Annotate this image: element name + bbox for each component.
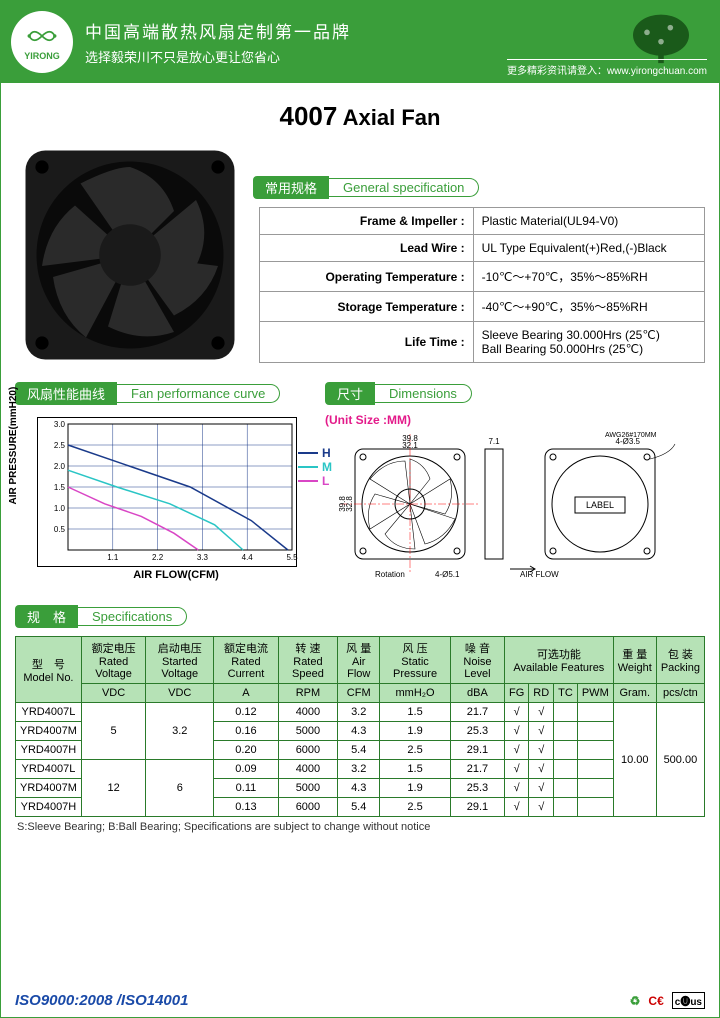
svg-text:LABEL: LABEL — [586, 500, 614, 510]
model-number: 4007 — [280, 101, 338, 131]
svg-text:4.4: 4.4 — [242, 553, 254, 562]
table-row: YRD4007L53.20.1240003.21.521.7√√10.00500… — [16, 703, 705, 722]
badge-cn: 风扇性能曲线 — [15, 382, 117, 405]
ul-icon: c🅤us — [672, 992, 705, 1009]
svg-text:4-Ø5.1: 4-Ø5.1 — [435, 570, 460, 579]
spec-label: Frame & Impeller : — [260, 208, 474, 235]
cert-icons: ♻ C€ c🅤us — [630, 992, 705, 1009]
svg-text:1.1: 1.1 — [107, 553, 119, 562]
specifications-table: 型 号Model No.额定电压Rated Voltage启动电压Started… — [15, 636, 705, 817]
spec-footnote: S:Sleeve Bearing; B:Ball Bearing; Specif… — [15, 819, 705, 835]
header: YIRONG 中国高端散热风扇定制第一品牌 选择毅荣川不只是放心更让您省心 更多… — [1, 1, 719, 83]
spec-label: Life Time : — [260, 322, 474, 363]
general-spec-table: Frame & Impeller :Plastic Material(UL94-… — [259, 207, 705, 363]
chart-ylabel: AIR PRESSURE(mmH20) — [8, 387, 19, 505]
badge-en: Specifications — [78, 607, 187, 626]
svg-text:3.0: 3.0 — [54, 420, 66, 429]
spec-value: -10℃～+70℃，35%～85%RH — [473, 262, 704, 292]
spec-value: Plastic Material(UL94-V0) — [473, 208, 704, 235]
badge-cn: 尺寸 — [325, 382, 375, 405]
badge-cn: 规 格 — [15, 605, 78, 628]
performance-chart: 0.51.01.52.02.53.01.12.23.34.45.5 HML — [37, 417, 297, 567]
logo-swirl-icon — [25, 23, 59, 49]
iso-text: ISO9000:2008 /ISO14001 — [15, 992, 188, 1009]
chart-xlabel: AIR FLOW(CFM) — [37, 569, 315, 581]
svg-text:0.5: 0.5 — [54, 525, 66, 534]
svg-text:2.2: 2.2 — [152, 553, 164, 562]
svg-text:7.1: 7.1 — [488, 437, 500, 446]
svg-text:3.3: 3.3 — [197, 553, 209, 562]
ce-icon: C€ — [648, 994, 663, 1008]
header-slogan-1: 中国高端散热风扇定制第一品牌 — [85, 18, 709, 43]
unit-note: (Unit Size :MM) — [325, 413, 705, 427]
page: YIRONG 中国高端散热风扇定制第一品牌 选择毅荣川不只是放心更让您省心 更多… — [0, 0, 720, 1018]
badge-cn: 常用规格 — [253, 176, 329, 199]
svg-text:1.0: 1.0 — [54, 504, 66, 513]
svg-text:Rotation: Rotation — [375, 570, 405, 579]
logo: YIRONG — [11, 11, 73, 73]
spec-value: -40℃～+90℃，35%～85%RH — [473, 292, 704, 322]
spec-label: Storage Temperature : — [260, 292, 474, 322]
svg-text:2.5: 2.5 — [54, 441, 66, 450]
page-title: 4007 Axial Fan — [1, 101, 719, 132]
product-type: Axial Fan — [343, 105, 441, 130]
badge-en: Fan performance curve — [117, 384, 280, 403]
spec-value: Sleeve Bearing 30.000Hrs (25℃) Ball Bear… — [473, 322, 704, 363]
spec-label: Operating Temperature : — [260, 262, 474, 292]
dimension-drawing: 39.8 32.1 39.8 32.8 Rotation 4-Ø5.1 7.1 … — [325, 429, 685, 589]
svg-text:AIR FLOW: AIR FLOW — [520, 570, 559, 579]
footer: ISO9000:2008 /ISO14001 ♻ C€ c🅤us — [15, 992, 705, 1009]
svg-text:2.0: 2.0 — [54, 462, 66, 471]
tree-icon — [621, 9, 701, 65]
rohs-icon: ♻ — [630, 994, 641, 1008]
general-spec: 常用规格 General specification Frame & Impel… — [259, 170, 705, 370]
svg-text:AWG26#170MM: AWG26#170MM — [605, 432, 657, 439]
header-url: 更多精彩资讯请登入：www.yirongchuan.com — [507, 59, 707, 77]
table-row: YRD4007L1260.0940003.21.521.7√√ — [16, 760, 705, 779]
svg-text:1.5: 1.5 — [54, 483, 66, 492]
spec-value: UL Type Equivalent(+)Red,(-)Black — [473, 235, 704, 262]
svg-text:32.1: 32.1 — [402, 441, 418, 450]
badge-en: Dimensions — [375, 384, 472, 403]
svg-text:5.5: 5.5 — [286, 553, 298, 562]
badge-en: General specification — [329, 178, 479, 197]
fan-image — [15, 140, 245, 370]
chart-legend: HML — [298, 446, 332, 488]
spec-label: Lead Wire : — [260, 235, 474, 262]
logo-text: YIRONG — [24, 51, 60, 61]
svg-text:32.8: 32.8 — [345, 496, 354, 512]
